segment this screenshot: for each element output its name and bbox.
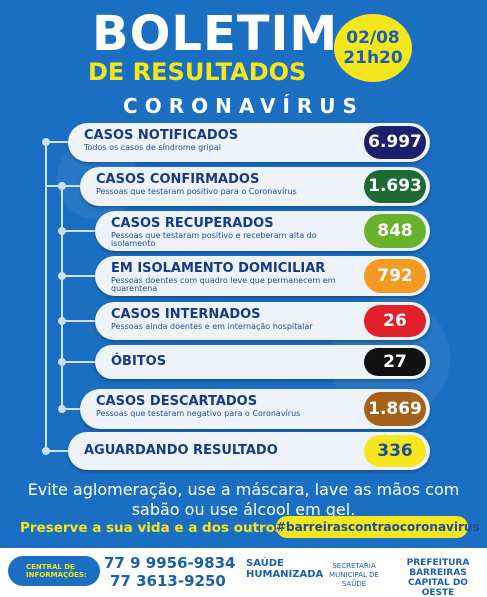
topic: CORONAVÍRUS [123, 94, 364, 118]
stat-description: Pessoas ainda doentes e em internação ho… [111, 322, 313, 331]
stat-label: CASOS INTERNADOS [111, 307, 261, 322]
stat-description: Todos os casos de síndrome gripal [84, 143, 221, 152]
stat-value: 1.869 [364, 392, 426, 426]
stat-label: CASOS CONFIRMADOS [96, 172, 260, 187]
stat-label: ÓBITOS [111, 354, 167, 369]
stat-value: 6.997 [364, 126, 426, 159]
stat-description: Pessoas que testaram positivo para o Cor… [96, 187, 297, 196]
contact-label: CENTRAL DE INFORMAÇÕES: [8, 556, 100, 586]
stat-description: Pessoas doentes com quadro leve que perm… [111, 276, 336, 293]
slogan: Preserve a sua vida e a dos outros! [20, 520, 290, 536]
stat-label: CASOS NOTIFICADOS [84, 128, 239, 143]
stat-value: 1.693 [364, 170, 426, 203]
stat-value: 27 [364, 348, 426, 376]
stat-label: EM ISOLAMENTO DOMICILIAR [111, 261, 326, 276]
logo-prefeitura: PREFEITURA BARREIRAS CAPITAL DO OESTE [406, 558, 470, 597]
stat-card: AGUARDANDO RESULTADO 336 [68, 432, 430, 470]
title: BOLETIM [92, 6, 339, 62]
hashtag: #barreirascontraocoronavirus [276, 516, 480, 538]
date-badge: 02/08 21h20 [334, 14, 412, 82]
stat-card: ÓBITOS 27 [95, 345, 430, 379]
phone: 77 3613-9250 [110, 572, 226, 590]
stat-value: 336 [364, 435, 426, 467]
logo-secretaria: SECRETARIA MUNICIPAL DE SAÚDE [329, 562, 379, 588]
stat-value: 26 [364, 305, 426, 337]
stat-value: 792 [364, 259, 426, 293]
subtitle: DE RESULTADOS [88, 58, 307, 86]
stat-card: CASOS RECUPERADOS Pessoas que testaram po… [95, 211, 430, 251]
footer: CENTRAL DE INFORMAÇÕES: 77 9 9956-9834 7… [0, 548, 487, 597]
stat-label: CASOS RECUPERADOS [111, 216, 274, 231]
stat-label: AGUARDANDO RESULTADO [84, 443, 278, 458]
message: Evite aglomeração, use a máscara, lave a… [27, 480, 460, 519]
stat-description: Pessoas que testaram positivo e recebera… [111, 231, 317, 248]
stat-card: CASOS CONFIRMADOS Pessoas que testaram po… [80, 167, 430, 206]
date: 02/08 [346, 28, 400, 48]
stat-description: Pessoas que testaram negativo para o Cor… [96, 409, 301, 418]
stat-card: EM ISOLAMENTO DOMICILIAR Pessoas doentes … [95, 256, 430, 296]
phone: 77 9 9956-9834 [104, 554, 236, 572]
time: 21h20 [343, 48, 403, 68]
stat-value: 848 [364, 214, 426, 248]
stat-card: CASOS NOTIFICADOS Todos os casos de síndr… [68, 123, 430, 162]
stat-card: CASOS DESCARTADOS Pessoas que testaram ne… [80, 389, 430, 429]
stat-label: CASOS DESCARTADOS [96, 394, 258, 409]
logo-saude: SAÚDE HUMANIZADA [246, 558, 324, 580]
stat-card: CASOS INTERNADOS Pessoas ainda doentes e … [95, 302, 430, 340]
